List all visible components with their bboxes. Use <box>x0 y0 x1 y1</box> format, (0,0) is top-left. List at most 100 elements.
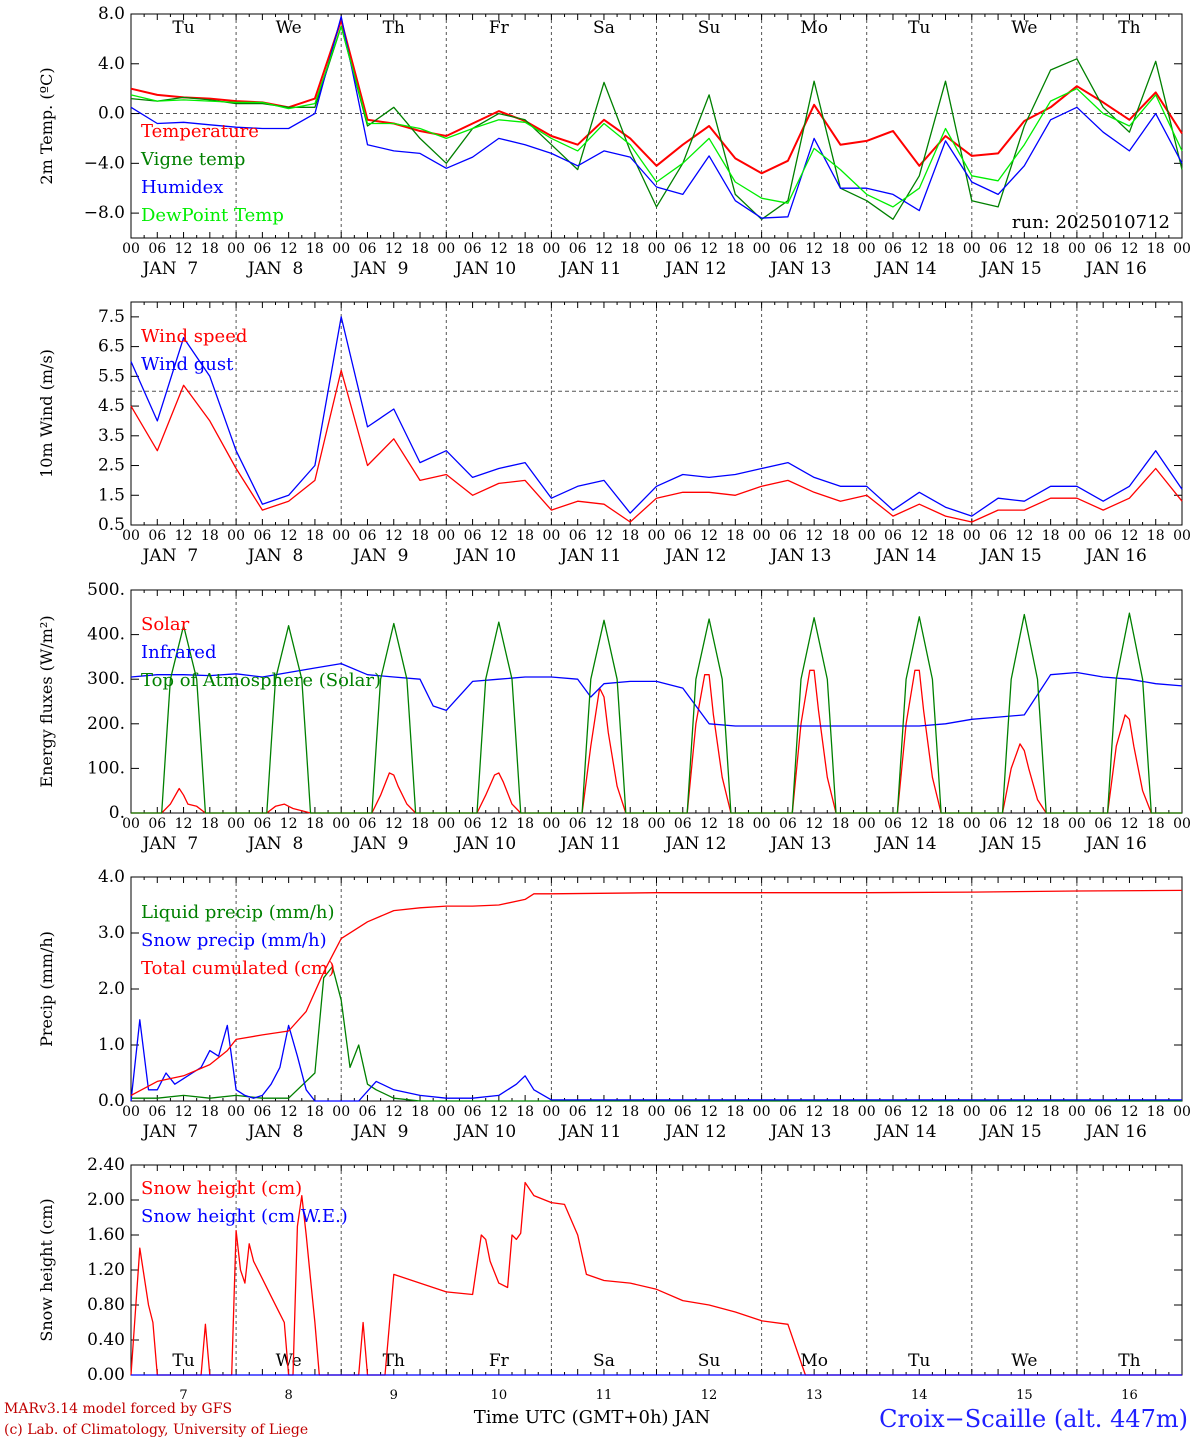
day-number-label: 7 <box>179 1388 187 1403</box>
hour-tick-label: 06 <box>148 241 166 257</box>
date-label: JAN 8 <box>246 834 304 854</box>
date-label: JAN 15 <box>979 1122 1042 1142</box>
panel-5: 2.40 2.00 1.60 1.20 0.80 0.40 0.00 Snow height … <box>37 1155 1183 1403</box>
hour-tick-label: 12 <box>1121 816 1139 832</box>
hour-tick-label: 18 <box>201 241 219 257</box>
y-axis-title: Snow height (cm) <box>37 1198 56 1341</box>
date-label: JAN 14 <box>874 834 937 854</box>
hour-tick-label: 00 <box>437 816 455 832</box>
y-tick-label: 2.00 <box>87 1190 125 1210</box>
legend-entry: DewPoint Temp <box>141 205 284 226</box>
series-line <box>130 15 1183 219</box>
weekday-label: We <box>276 1351 302 1371</box>
hour-tick-label: 18 <box>1147 241 1165 257</box>
weekday-label: Fr <box>489 1351 510 1371</box>
hour-tick-label: 00 <box>753 528 771 544</box>
hour-tick-label: 06 <box>569 241 587 257</box>
hour-tick-label: 12 <box>280 528 298 544</box>
hour-tick-label: 12 <box>700 816 718 832</box>
legend-entry: Wind speed <box>141 326 247 347</box>
legend-entry: Snow height (cm W.E.) <box>141 1206 348 1227</box>
panel-3: 500. 400. 300. 200. 100. 0. Energy fluxes (W/m… <box>37 580 1191 854</box>
hour-tick-label: 12 <box>595 1104 613 1120</box>
station-label: Croix−Scaille (alt. 447m) <box>879 1405 1188 1433</box>
date-label: JAN 16 <box>1084 259 1147 279</box>
hour-tick-label: 12 <box>700 528 718 544</box>
day-number-label: 16 <box>1121 1388 1138 1403</box>
date-label: JAN 12 <box>663 1122 726 1142</box>
hour-tick-label: 06 <box>674 241 692 257</box>
date-label: JAN 8 <box>246 259 304 279</box>
day-number-label: 12 <box>701 1388 718 1403</box>
hour-tick-label: 00 <box>648 528 666 544</box>
hour-tick-label: 00 <box>1173 528 1191 544</box>
date-label: JAN 11 <box>558 834 621 854</box>
y-tick-label: 200. <box>87 714 125 734</box>
y-axis-title: 2m Temp. (ºC) <box>37 67 56 184</box>
hour-tick-label: 12 <box>1015 1104 1033 1120</box>
date-label: JAN 15 <box>979 546 1042 566</box>
hour-tick-label: 06 <box>1094 528 1112 544</box>
legend-entry: Solar <box>141 614 190 635</box>
y-tick-label: 2.40 <box>87 1155 125 1175</box>
hour-tick-label: 12 <box>385 528 403 544</box>
date-label: JAN 16 <box>1084 834 1147 854</box>
hour-tick-label: 06 <box>464 1104 482 1120</box>
hour-tick-label: 06 <box>674 1104 692 1120</box>
hour-tick-label: 18 <box>1147 528 1165 544</box>
hour-tick-label: 12 <box>1015 241 1033 257</box>
hour-tick-label: 06 <box>359 528 377 544</box>
hour-tick-label: 00 <box>227 816 245 832</box>
date-label: JAN 12 <box>663 834 726 854</box>
day-number-label: 11 <box>596 1388 613 1403</box>
date-label: JAN 8 <box>246 546 304 566</box>
date-label: JAN 7 <box>141 546 199 566</box>
hour-tick-label: 12 <box>490 1104 508 1120</box>
y-tick-label: 4.0 <box>98 54 125 74</box>
hour-tick-label: 00 <box>542 1104 560 1120</box>
hour-tick-label: 12 <box>490 528 508 544</box>
hour-tick-label: 18 <box>937 1104 955 1120</box>
legend-entry: Vigne temp <box>140 149 245 170</box>
hour-tick-label: 06 <box>779 528 797 544</box>
weekday-label: Mo <box>800 1351 828 1371</box>
y-axis-title: Precip (mm/h) <box>37 931 56 1047</box>
hour-tick-label: 06 <box>464 816 482 832</box>
hour-tick-label: 12 <box>385 816 403 832</box>
y-tick-label: 300. <box>87 669 125 689</box>
hour-tick-label: 06 <box>253 816 271 832</box>
footer: MARv3.14 model forced by GFS (c) Lab. of… <box>4 1401 1188 1438</box>
legend-entry: Snow precip (mm/h) <box>141 930 327 951</box>
hour-tick-label: 18 <box>937 528 955 544</box>
y-tick-label: −8.0 <box>84 203 125 223</box>
hour-tick-label: 00 <box>227 1104 245 1120</box>
hour-tick-label: 00 <box>753 1104 771 1120</box>
hour-tick-label: 00 <box>332 241 350 257</box>
weekday-label: Th <box>1118 1351 1140 1371</box>
hour-tick-label: 18 <box>516 241 534 257</box>
series-line <box>131 965 1182 1102</box>
hour-tick-label: 12 <box>175 1104 193 1120</box>
panel-4: 4.0 3.0 2.0 1.0 0.0 Precip (mm/h) 00 06 12 18 00 06… <box>37 867 1191 1142</box>
hour-tick-label: 06 <box>779 241 797 257</box>
y-tick-label: 0.00 <box>87 1365 125 1385</box>
weekday-label: Th <box>1118 18 1140 38</box>
day-number-label: 10 <box>491 1388 508 1403</box>
series-line <box>130 889 1183 1096</box>
hour-tick-label: 00 <box>1068 528 1086 544</box>
date-label: JAN 9 <box>351 546 409 566</box>
hour-tick-label: 06 <box>148 1104 166 1120</box>
hour-tick-label: 00 <box>1173 816 1191 832</box>
y-tick-label: 7.5 <box>98 307 125 327</box>
y-axis-title: 10m Wind (m/s) <box>37 349 56 478</box>
hour-tick-label: 06 <box>464 528 482 544</box>
hour-tick-label: 18 <box>306 816 324 832</box>
hour-tick-label: 06 <box>1094 816 1112 832</box>
y-tick-label: 1.60 <box>87 1225 125 1245</box>
date-label: JAN 7 <box>141 259 199 279</box>
hour-tick-label: 12 <box>595 528 613 544</box>
hour-tick-label: 12 <box>1121 1104 1139 1120</box>
hour-tick-label: 18 <box>832 528 850 544</box>
y-tick-label: 5.5 <box>98 366 125 386</box>
hour-tick-label: 12 <box>910 1104 928 1120</box>
